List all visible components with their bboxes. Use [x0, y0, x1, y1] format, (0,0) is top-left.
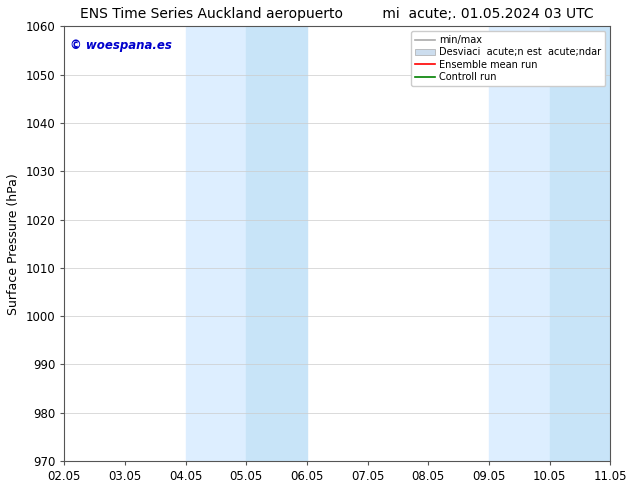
- Legend: min/max, Desviaci  acute;n est  acute;ndar, Ensemble mean run, Controll run: min/max, Desviaci acute;n est acute;ndar…: [411, 31, 605, 86]
- Y-axis label: Surface Pressure (hPa): Surface Pressure (hPa): [7, 173, 20, 315]
- Text: © woespana.es: © woespana.es: [70, 39, 172, 52]
- Bar: [550, 26, 611, 461]
- Bar: [186, 26, 246, 461]
- Title: ENS Time Series Auckland aeropuerto         mi  acute;. 01.05.2024 03 UTC: ENS Time Series Auckland aeropuerto mi a…: [81, 7, 594, 21]
- Bar: [246, 26, 307, 461]
- Bar: [489, 26, 550, 461]
